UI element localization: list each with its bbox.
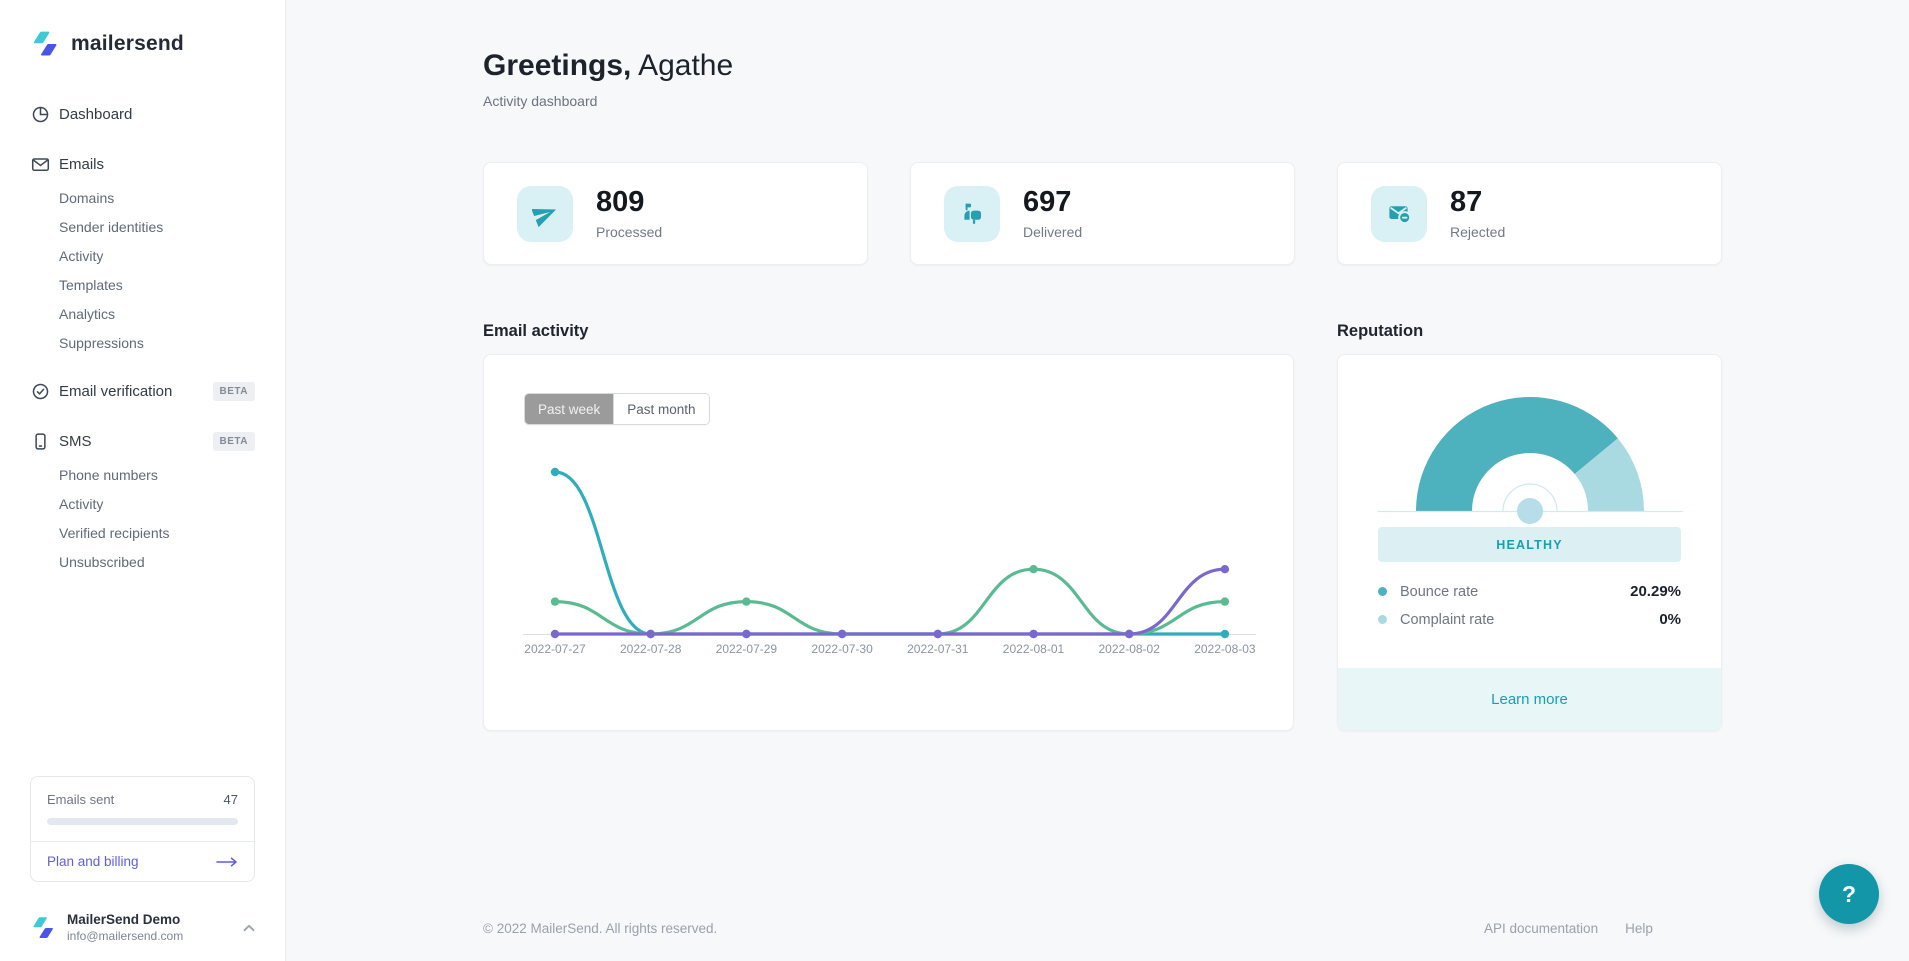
time-range-tabs: Past week Past month: [524, 393, 710, 425]
account-menu[interactable]: MailerSend Demo info@mailersend.com: [0, 898, 285, 949]
check-circle-icon: [30, 381, 50, 401]
sidebar: mailersend Dashboard Emails Domains Send…: [0, 0, 286, 961]
emails-sent-progress: [47, 818, 238, 825]
complaint-rate-label: Complaint rate: [1400, 611, 1495, 628]
complaint-rate-row: Complaint rate 0%: [1378, 611, 1681, 628]
sidebar-item-label: Emails: [59, 155, 105, 173]
tab-past-month[interactable]: Past month: [613, 394, 709, 424]
envelope-minus-icon: [1371, 185, 1427, 242]
rejected-value: 87: [1450, 185, 1483, 218]
emails-sent-label: Emails sent: [47, 792, 115, 807]
sidebar-nav: Dashboard Emails Domains Sender identiti…: [0, 102, 285, 598]
sidebar-item-sms-activity[interactable]: Activity: [59, 496, 104, 512]
reputation-gauge-area: HEALTHY Bounce rate 20.29% Complaint rat…: [1338, 355, 1721, 668]
sidebar-item-suppressions[interactable]: Suppressions: [59, 335, 144, 351]
api-documentation-link[interactable]: API documentation: [1484, 921, 1599, 936]
processed-label: Processed: [596, 223, 663, 240]
complaint-rate-value: 0%: [1659, 611, 1681, 628]
svg-text:2022-07-29: 2022-07-29: [716, 642, 778, 656]
email-activity-line-chart: 2022-07-27 2022-07-28 2022-07-29 2022-07-30…: [523, 467, 1256, 656]
paper-plane-icon: [517, 185, 573, 242]
sidebar-item-dashboard[interactable]: Dashboard: [30, 102, 255, 126]
brand-logo[interactable]: mailersend: [0, 30, 285, 58]
reputation-panel: HEALTHY Bounce rate 20.29% Complaint rat…: [1337, 354, 1722, 731]
page-subtitle: Activity dashboard: [483, 93, 598, 109]
sidebar-item-activity[interactable]: Activity: [59, 248, 104, 264]
sidebar-item-phone-numbers[interactable]: Phone numbers: [59, 467, 158, 483]
copyright-text: © 2022 MailerSend. All rights reserved.: [483, 921, 718, 936]
email-activity-section: Email activity Past week Past month 2022…: [483, 322, 1294, 731]
sidebar-item-sms[interactable]: SMS BETA: [30, 429, 255, 453]
sidebar-item-templates[interactable]: Templates: [59, 277, 123, 293]
sidebar-item-unsubscribed[interactable]: Unsubscribed: [59, 554, 145, 570]
svg-text:2022-08-03: 2022-08-03: [1194, 642, 1256, 656]
svg-text:2022-08-02: 2022-08-02: [1099, 642, 1161, 656]
sidebar-item-verified-recipients[interactable]: Verified recipients: [59, 525, 170, 541]
envelope-icon: [30, 154, 50, 174]
plan-and-billing-label: Plan and billing: [47, 854, 139, 869]
stat-cards: 809 Processed 697 Delivered: [483, 162, 1722, 265]
beta-badge: BETA: [212, 381, 255, 401]
svg-text:2022-07-28: 2022-07-28: [620, 642, 682, 656]
page-title: Greetings, Agathe: [483, 49, 734, 82]
bounce-rate-dot: [1378, 587, 1387, 596]
mailersend-logo-icon: [33, 31, 57, 56]
tab-past-week[interactable]: Past week: [525, 394, 614, 424]
bounce-rate-row: Bounce rate 20.29%: [1378, 583, 1681, 600]
reputation-section: Reputation HEALTHY Bounce rate 20.29% Co…: [1337, 322, 1722, 731]
footer-links: API documentation Help: [1484, 921, 1653, 936]
emails-submenu: Domains Sender identities Activity Templ…: [30, 188, 255, 353]
brand-logo-text: mailersend: [71, 32, 184, 55]
sidebar-item-label: Email verification: [59, 382, 173, 400]
processed-value: 809: [596, 185, 645, 218]
bounce-rate-label: Bounce rate: [1400, 583, 1479, 600]
account-email: info@mailersend.com: [67, 929, 184, 943]
reputation-title: Reputation: [1337, 322, 1424, 340]
mailbox-icon: [944, 185, 1000, 242]
dashboard-icon: [30, 104, 50, 124]
svg-text:2022-07-31: 2022-07-31: [907, 642, 969, 656]
sidebar-item-sender-identities[interactable]: Sender identities: [59, 219, 164, 235]
beta-badge: BETA: [212, 431, 255, 451]
status-badge: HEALTHY: [1378, 527, 1681, 562]
svg-text:2022-07-30: 2022-07-30: [811, 642, 873, 656]
delivered-value: 697: [1023, 185, 1072, 218]
reputation-metrics: Bounce rate 20.29% Complaint rate 0%: [1378, 583, 1681, 628]
svg-text:2022-07-27: 2022-07-27: [524, 642, 586, 656]
chevron-up-icon: [243, 924, 255, 932]
main-content: Greetings, Agathe Activity dashboard 809…: [483, 0, 1722, 731]
usage-card: Emails sent 47 Plan and billing: [30, 776, 255, 882]
account-avatar: [33, 916, 53, 938]
emails-sent-value: 47: [223, 792, 238, 807]
account-name: MailerSend Demo: [67, 912, 181, 927]
delivered-card: 697 Delivered: [910, 162, 1295, 265]
arrow-right-icon: [216, 856, 237, 867]
complaint-rate-dot: [1378, 615, 1387, 624]
email-activity-panel: Past week Past month 2022-07-27 2022-07-2…: [483, 354, 1294, 731]
sidebar-item-emails[interactable]: Emails: [30, 152, 255, 176]
processed-card: 809 Processed: [483, 162, 868, 265]
plan-and-billing-link[interactable]: Plan and billing: [31, 841, 254, 881]
delivered-label: Delivered: [1023, 223, 1083, 240]
svg-text:2022-08-01: 2022-08-01: [1003, 642, 1065, 656]
help-button[interactable]: ?: [1819, 864, 1879, 924]
sidebar-item-email-verification[interactable]: Email verification BETA: [30, 379, 255, 403]
learn-more-link[interactable]: Learn more: [1338, 668, 1721, 730]
sidebar-item-domains[interactable]: Domains: [59, 190, 115, 206]
sms-submenu: Phone numbers Activity Verified recipien…: [30, 465, 255, 572]
phone-icon: [30, 431, 50, 451]
sidebar-item-label: SMS: [59, 432, 92, 450]
help-link[interactable]: Help: [1625, 921, 1653, 936]
sidebar-item-label: Dashboard: [59, 105, 133, 123]
reputation-gauge: [1378, 397, 1683, 524]
bounce-rate-value: 20.29%: [1630, 583, 1681, 600]
email-activity-title: Email activity: [483, 322, 589, 340]
rejected-label: Rejected: [1450, 223, 1506, 240]
rejected-card: 87 Rejected: [1337, 162, 1722, 265]
sidebar-item-analytics[interactable]: Analytics: [59, 306, 116, 322]
